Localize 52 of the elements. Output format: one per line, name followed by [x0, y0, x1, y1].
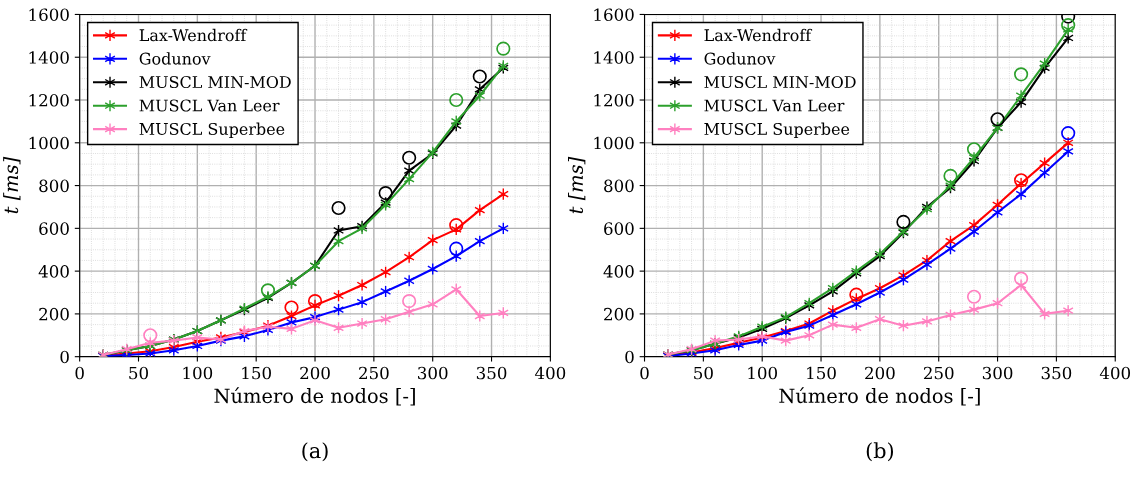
- y-tick-label: 1200: [29, 93, 69, 107]
- x-tick-label: 200: [865, 366, 895, 380]
- y-tick-label: 1400: [29, 51, 69, 64]
- text: (a): [302, 442, 328, 462]
- x-tick-label: 0: [640, 366, 649, 380]
- y-tick-label: 400: [38, 265, 69, 278]
- y-axis-title: t [ms]: [3, 156, 21, 214]
- x-tick-label: 400: [534, 366, 566, 380]
- x-axis-title: Número de nodos [-]: [214, 387, 415, 406]
- y-tick-label: 1600: [594, 8, 634, 22]
- legend-label: MUSCL Superbee: [139, 122, 285, 139]
- x-tick-label: 0: [75, 366, 84, 380]
- x-tick-label: 200: [300, 366, 330, 380]
- legend-label: Lax-Wendroff: [139, 28, 248, 42]
- y-tick-label: 600: [604, 222, 634, 235]
- x-tick-label: 150: [807, 366, 836, 380]
- y-tick-label: 800: [604, 179, 634, 193]
- x-tick-label: 100: [748, 366, 777, 380]
- legend-label: Godunov: [139, 52, 211, 65]
- x-tick-label: 350: [1041, 366, 1072, 380]
- y-tick-label: 1200: [594, 93, 634, 107]
- y-tick-label: 600: [39, 222, 69, 235]
- text: (b): [866, 442, 894, 462]
- y-tick-label: 1000: [594, 136, 634, 150]
- y-tick-label: 200: [39, 307, 69, 321]
- y-tick-label: 1000: [29, 136, 69, 150]
- x-tick-label: 300: [418, 366, 448, 380]
- x-tick-label: 50: [694, 366, 713, 380]
- legend-label: Godunov: [704, 52, 776, 65]
- legend-label: MUSCL MIN-MOD: [139, 76, 291, 89]
- legend-label: MUSCL Van Leer: [139, 99, 280, 112]
- y-axis-title: t [ms]: [568, 156, 586, 214]
- legend-label: MUSCL Van Leer: [704, 99, 845, 112]
- x-tick-label: 150: [242, 366, 271, 380]
- legend-label: Lax-Wendroff: [704, 28, 813, 42]
- y-tick-label: 1600: [29, 8, 69, 22]
- legend-label: MUSCL MIN-MOD: [704, 76, 856, 89]
- x-tick-label: 250: [359, 366, 389, 380]
- y-tick-label: 400: [603, 265, 634, 278]
- y-tick-label: 1400: [594, 51, 634, 64]
- legend-label: MUSCL Superbee: [704, 122, 850, 139]
- y-tick-label: 0: [625, 350, 634, 364]
- x-tick-label: 50: [129, 366, 148, 380]
- x-tick-label: 400: [1099, 366, 1131, 380]
- x-tick-label: 100: [183, 366, 213, 380]
- y-tick-label: 0: [60, 350, 69, 364]
- x-tick-label: 350: [476, 366, 507, 380]
- x-tick-label: 250: [923, 366, 954, 380]
- y-tick-label: 800: [39, 179, 69, 193]
- x-axis-title: Número de nodos [-]: [779, 387, 980, 406]
- y-tick-label: 200: [604, 307, 634, 321]
- x-tick-label: 300: [982, 366, 1013, 380]
